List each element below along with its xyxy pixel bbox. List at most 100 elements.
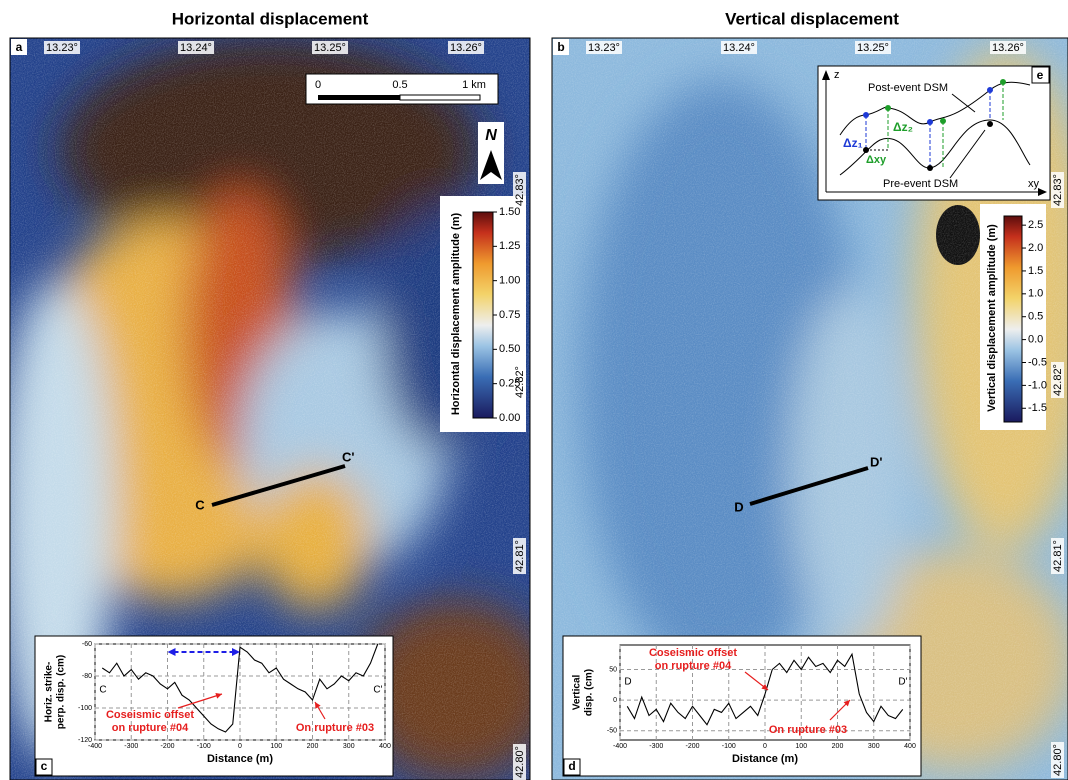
line (626, 652, 904, 726)
x-tick-label: 300 (868, 743, 880, 750)
point (987, 121, 993, 127)
profile-end: C' (373, 685, 382, 696)
x-tick-label: 400 (379, 743, 391, 750)
lat-tick-label: 42.82° (514, 366, 526, 398)
panel-title: Vertical displacement (725, 9, 899, 28)
panel-label: e (1037, 68, 1044, 82)
tick-label-bg (721, 41, 757, 54)
label-box (563, 758, 581, 776)
x-tick-label: 0 (763, 743, 767, 750)
x-tick-label: -400 (88, 743, 102, 750)
tick-label-bg (855, 41, 891, 54)
profile-end: D' (870, 454, 882, 469)
tick-label-bg (1051, 742, 1064, 778)
x-tick-label: 200 (832, 743, 844, 750)
tick-label-bg (44, 41, 80, 54)
axis-label: z (834, 69, 840, 81)
label-box (11, 39, 27, 55)
leader (949, 129, 986, 179)
point (940, 118, 946, 124)
x-tick-label: -200 (160, 743, 174, 750)
inset-diagram: e z xy Post-event DSM Pre-event DSM Δz₁ … (817, 65, 1051, 201)
colorbar-label: Vertical displacement amplitude (m) (986, 224, 998, 412)
dz1-label: Δz₁ (843, 136, 863, 150)
profile-line (749, 466, 869, 506)
y-tick-label: -120 (78, 737, 92, 744)
leader (951, 93, 976, 113)
panel-label: b (557, 40, 564, 54)
point (885, 105, 891, 111)
tick-label-bg (513, 172, 526, 208)
point (987, 87, 993, 93)
dz2-label: Δz₂ (893, 120, 913, 134)
panel-frame (551, 37, 1068, 780)
profile-end: D (624, 677, 631, 688)
point (863, 147, 869, 153)
lat-tick-label: 42.81° (1052, 540, 1064, 572)
colorbar-tick-label: 0.5 (1028, 311, 1043, 323)
scale-bar (318, 95, 400, 100)
tick-label-bg (312, 41, 348, 54)
arrow-head (232, 648, 240, 656)
tick-label-bg (1051, 172, 1064, 208)
colorbar-tick-label: 1.5 (1028, 265, 1043, 277)
colorbar-tick-label: 0.00 (499, 412, 520, 424)
tick-label-bg (448, 41, 484, 54)
label-box (35, 758, 53, 776)
panel-title: Horizontal displacement (172, 9, 369, 28)
colorbar-tick-label: 1.00 (499, 275, 520, 287)
tick-label-bg (178, 41, 214, 54)
tick-label-bg (513, 744, 526, 780)
annotation: on rupture #04 (655, 660, 732, 672)
x-axis-label: Distance (m) (207, 753, 273, 765)
tick-label-bg (990, 41, 1026, 54)
x-tick-label: -400 (613, 743, 627, 750)
y-axis-label: perp. disp. (cm) (56, 655, 67, 729)
lon-tick-label: 13.24° (180, 42, 212, 54)
profile-end: D (734, 499, 743, 514)
x-tick-label: 100 (795, 743, 807, 750)
lat-tick-label: 42.82° (1052, 364, 1064, 396)
point (863, 112, 869, 118)
lon-tick-label: 13.23° (46, 42, 78, 54)
tick-label-bg (586, 41, 622, 54)
panel-label: d (568, 759, 575, 773)
y-tick-label: -80 (82, 673, 92, 680)
arrow-head (315, 702, 321, 709)
colorbar (472, 211, 494, 419)
colorbar-tick-label: 1.0 (1028, 288, 1043, 300)
x-tick-label: 0 (238, 743, 242, 750)
annotation-arrow (177, 693, 223, 709)
lon-tick-label: 13.26° (992, 42, 1024, 54)
x-tick-label: -300 (124, 743, 138, 750)
profile-end: D' (898, 677, 907, 688)
lon-tick-label: 13.25° (857, 42, 889, 54)
arrow-head (1038, 188, 1047, 196)
label-box (1031, 66, 1050, 84)
scale-label: 0 (315, 79, 321, 91)
colorbar-tick-label: 0.25 (499, 378, 520, 390)
colorbar-tick-label: -1.5 (1028, 402, 1047, 414)
lat-tick-label: 42.83° (1052, 174, 1064, 206)
profile-end: C (195, 497, 205, 512)
x-tick-label: -300 (649, 743, 663, 750)
arrow-head (761, 683, 768, 690)
profile-line (211, 464, 346, 507)
panel-label: c (41, 759, 48, 773)
annotation: Coseismic offset (649, 647, 737, 659)
line (101, 643, 379, 733)
panel-frame (9, 37, 531, 780)
scale-label: 0.5 (392, 79, 407, 91)
x-tick-label: 400 (904, 743, 916, 750)
tick-label-bg (1051, 362, 1064, 398)
profile-end: C' (342, 449, 354, 464)
colorbar-label: Horizontal displacement amplitude (m) (450, 213, 462, 416)
lon-tick-label: 13.25° (314, 42, 346, 54)
point (1000, 79, 1006, 85)
x-tick-label: 100 (270, 743, 282, 750)
y-axis-label: Vertical (572, 674, 583, 710)
north-arrow (480, 150, 502, 180)
tick-label-bg (1051, 538, 1064, 574)
point (927, 119, 933, 125)
